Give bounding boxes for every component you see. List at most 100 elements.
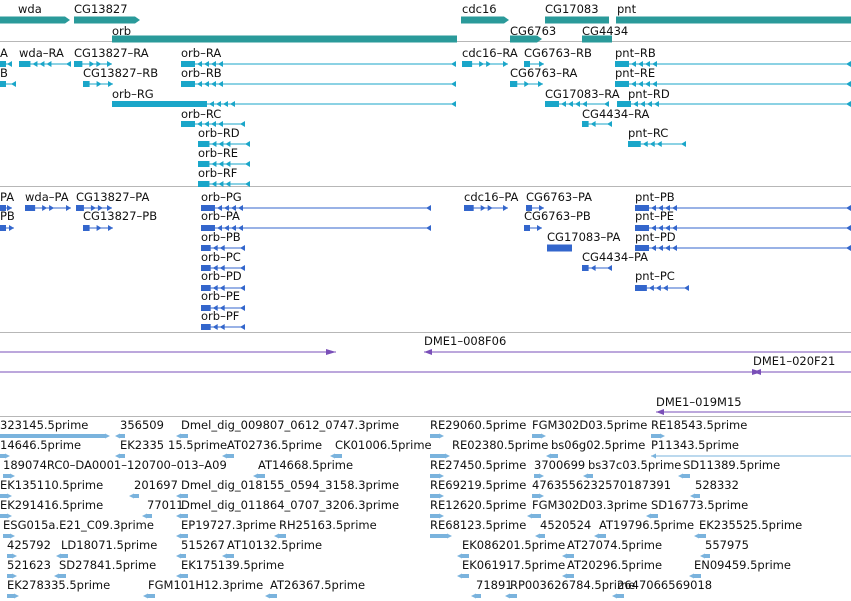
transcripts-feature[interactable]: orb–RB bbox=[181, 66, 456, 87]
transcripts-feature[interactable]: CG13827–RB bbox=[83, 66, 158, 87]
ests-feature[interactable]: RE18543.5prime bbox=[651, 418, 747, 439]
proteins-feature[interactable]: orb–PF bbox=[201, 309, 245, 330]
proteins-feature[interactable]: CG13827–PB bbox=[83, 209, 157, 231]
ests-feature[interactable]: RE02380.5prime bbox=[430, 438, 548, 459]
genes-feature[interactable]: CG4434 bbox=[582, 24, 628, 43]
proteins-feature[interactable]: pnt–PD bbox=[635, 230, 851, 251]
ests-feature[interactable]: SD16773.5prime bbox=[646, 498, 748, 519]
ests-feature[interactable]: RH25163.5prime bbox=[274, 518, 377, 539]
transcripts-feature[interactable]: CG13827–RA bbox=[74, 46, 149, 67]
clones-feature[interactable] bbox=[0, 369, 762, 375]
ests-feature[interactable]: 14646.5prime bbox=[0, 438, 81, 459]
ests-feature[interactable]: 3700699 bbox=[534, 458, 585, 479]
transcripts-feature[interactable]: pnt–RC bbox=[628, 126, 686, 147]
ests-feature[interactable]: 77011 bbox=[142, 498, 184, 519]
ests-feature[interactable]: EN09459.5prime bbox=[689, 558, 791, 579]
transcripts-feature[interactable]: orb–RA bbox=[181, 46, 456, 67]
transcripts-feature[interactable]: wda–RA bbox=[19, 46, 71, 67]
proteins-feature[interactable]: orb–PG bbox=[201, 190, 431, 211]
ests-feature[interactable]: 521623 bbox=[7, 558, 51, 579]
genes-feature[interactable]: CG13827 bbox=[74, 2, 140, 24]
ests-feature[interactable]: 71891 bbox=[471, 578, 513, 599]
proteins-feature[interactable]: CG6763–PB bbox=[524, 209, 591, 231]
proteins-feature[interactable]: cdc16–PA bbox=[464, 190, 519, 211]
ests-feature[interactable]: SD27841.5prime bbox=[54, 558, 156, 579]
ests-feature[interactable]: FGM101H12.3prime bbox=[143, 578, 263, 599]
ests-feature[interactable]: 4520524 bbox=[535, 518, 591, 539]
ests-feature[interactable]: EK235525.5prime bbox=[694, 518, 802, 539]
ests-feature[interactable]: RE12620.5prime bbox=[430, 498, 526, 519]
proteins-feature[interactable]: wda–PA bbox=[25, 190, 71, 211]
ests-feature[interactable]: 557975 bbox=[700, 538, 749, 559]
proteins-feature[interactable]: CG17083–PA bbox=[547, 230, 620, 252]
clones-feature[interactable]: DME1–019M15 bbox=[656, 395, 851, 415]
genes-feature[interactable]: cdc16 bbox=[461, 2, 509, 24]
ests-feature[interactable]: Dmel_dig_009807_0612_0747.3prime bbox=[176, 418, 399, 439]
ests-feature[interactable]: EK2335 bbox=[115, 438, 164, 459]
ests-feature[interactable]: RP003626784.5prime bbox=[505, 578, 635, 599]
ests-feature[interactable]: AT02736.5prime bbox=[222, 438, 322, 459]
transcripts-feature[interactable]: orb–RD bbox=[198, 126, 250, 147]
ests-feature[interactable]: FGM302D03.5prime bbox=[532, 418, 647, 439]
proteins-feature[interactable]: CG4434–PA bbox=[582, 250, 648, 271]
transcripts-feature[interactable]: cdc16–RA bbox=[462, 46, 518, 67]
clones-feature[interactable] bbox=[0, 349, 336, 355]
ests-feature[interactable]: EP19727.3prime bbox=[176, 518, 276, 539]
transcripts-feature[interactable]: pnt–RE bbox=[615, 66, 851, 87]
ests-feature[interactable]: FGM302D03.3prime bbox=[527, 498, 647, 519]
ests-feature[interactable]: 425792 bbox=[7, 538, 51, 559]
transcripts-feature[interactable]: orb–RC bbox=[181, 107, 245, 127]
ests-feature[interactable]: LD18071.5prime bbox=[56, 538, 157, 559]
ests-feature[interactable]: EK061917.5prime bbox=[457, 558, 565, 579]
ests-feature[interactable]: EK135110.5prime bbox=[0, 478, 103, 499]
proteins-feature[interactable]: PA bbox=[0, 190, 14, 211]
proteins-feature[interactable]: pnt–PB bbox=[635, 190, 851, 211]
ests-feature[interactable]: 201697 bbox=[129, 478, 178, 499]
ests-feature[interactable]: 356509 bbox=[115, 418, 164, 439]
proteins-feature[interactable]: pnt–PE bbox=[635, 209, 851, 231]
ests-feature[interactable]: RE69219.5prime bbox=[430, 478, 526, 499]
proteins-feature[interactable]: orb–PE bbox=[201, 289, 245, 311]
proteins-feature[interactable]: PB bbox=[0, 209, 15, 231]
transcripts-feature[interactable]: orb–RG bbox=[112, 87, 456, 107]
ests-feature[interactable]: EK086201.5prime bbox=[457, 538, 565, 559]
proteins-feature[interactable]: orb–PD bbox=[201, 269, 245, 291]
transcripts-feature[interactable]: orb–RF bbox=[198, 166, 250, 187]
genes-feature[interactable]: CG6763 bbox=[510, 24, 556, 43]
ests-feature[interactable]: AT19796.5prime bbox=[594, 518, 694, 539]
ests-feature[interactable]: P11343.5prime bbox=[651, 438, 851, 459]
ests-feature[interactable]: AT27074.5prime bbox=[562, 538, 662, 559]
clones-feature[interactable]: DME1–020F21 bbox=[753, 354, 851, 375]
transcripts-feature[interactable]: B bbox=[0, 66, 16, 87]
clones-feature[interactable]: DME1–008F06 bbox=[424, 334, 851, 355]
ests-feature[interactable]: 189074RC0–DA0001–120700–013–A09 bbox=[3, 458, 227, 479]
ests-feature[interactable]: RE68123.5prime bbox=[430, 518, 526, 539]
proteins-feature[interactable]: CG6763–PA bbox=[526, 190, 592, 211]
proteins-feature[interactable]: orb–PC bbox=[201, 250, 245, 271]
ests-feature[interactable]: Dmel_dig_018155_0594_3158.3prime bbox=[176, 478, 399, 499]
ests-feature[interactable]: bs06g02.5prime bbox=[546, 438, 645, 459]
ests-feature[interactable]: RE27450.5prime bbox=[430, 458, 526, 479]
ests-feature[interactable]: EK291416.5prime bbox=[0, 498, 103, 519]
proteins-feature[interactable]: pnt–PC bbox=[635, 269, 689, 291]
genes-feature[interactable]: orb bbox=[112, 24, 457, 43]
ests-feature[interactable]: AT14668.5prime bbox=[253, 458, 353, 479]
ests-feature[interactable]: RE29060.5prime bbox=[430, 418, 526, 439]
ests-feature[interactable]: AT10132.5prime bbox=[222, 538, 322, 559]
transcripts-feature[interactable]: CG6763–RB bbox=[524, 46, 592, 67]
transcripts-feature[interactable]: CG4434–RA bbox=[582, 107, 649, 127]
genes-feature[interactable]: pnt bbox=[616, 2, 851, 24]
genes-feature[interactable]: CG17083 bbox=[545, 2, 609, 24]
proteins-feature[interactable]: orb–PB bbox=[201, 230, 245, 251]
ests-feature[interactable]: 4763556232570187391 bbox=[532, 478, 671, 499]
genes-feature[interactable]: wda bbox=[0, 2, 70, 24]
ests-feature[interactable]: 323145.5prime bbox=[0, 418, 110, 439]
proteins-feature[interactable]: CG13827–PA bbox=[76, 190, 149, 211]
ests-feature[interactable]: CK01006.5prime bbox=[330, 438, 432, 459]
ests-feature[interactable]: EK175139.5prime bbox=[176, 558, 284, 579]
transcripts-feature[interactable]: CG17083–RA bbox=[545, 87, 620, 107]
ests-feature[interactable]: Dmel_dig_011864_0707_3206.3prime bbox=[176, 498, 399, 519]
ests-feature[interactable]: bs37c03.5prime bbox=[583, 458, 681, 479]
transcripts-feature[interactable]: orb–RE bbox=[198, 146, 250, 167]
ests-feature[interactable]: 15.5prime bbox=[168, 438, 227, 452]
